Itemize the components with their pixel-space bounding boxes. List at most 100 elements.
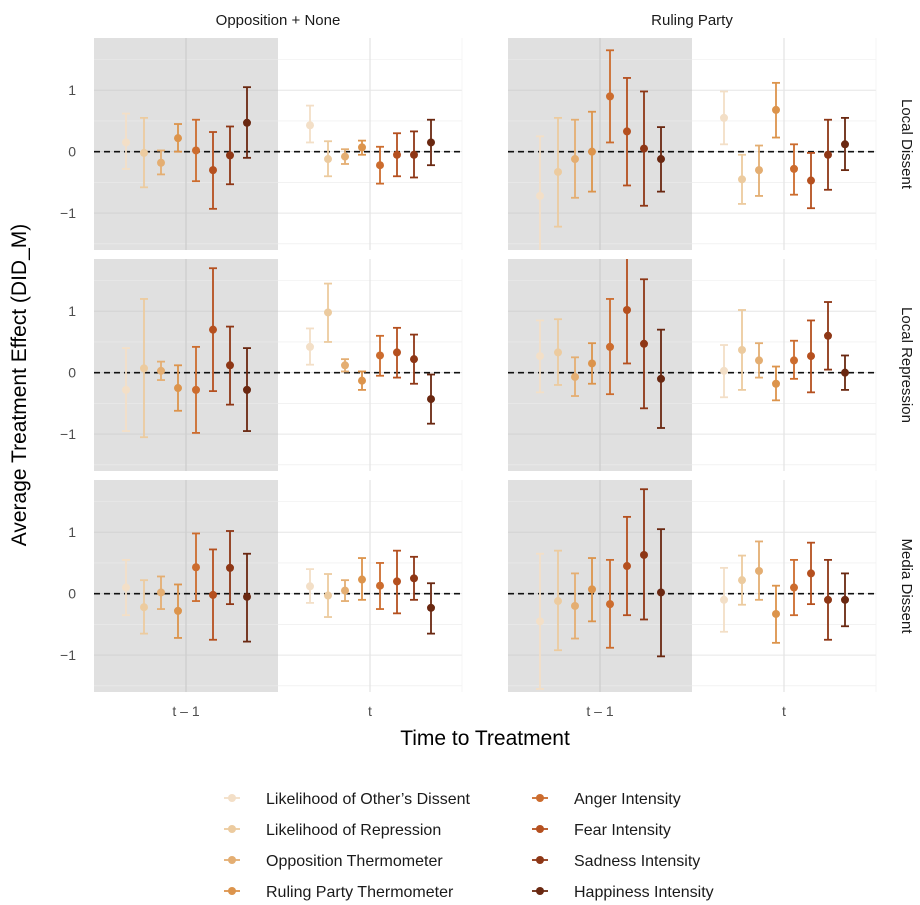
estimate-point	[772, 105, 780, 114]
estimate-point	[306, 342, 314, 351]
y-tick-label: 1	[68, 303, 76, 319]
legend-marker	[228, 825, 236, 833]
y-tick-label: 0	[68, 144, 76, 160]
estimate-point	[571, 155, 579, 164]
estimate-point	[226, 361, 234, 370]
estimate-point	[772, 379, 780, 388]
estimate-point	[174, 606, 182, 615]
legend-item: Happiness Intensity	[532, 884, 714, 901]
estimate-point	[623, 306, 631, 315]
estimate-point	[790, 356, 798, 365]
legend-label: Opposition Thermometer	[266, 853, 443, 870]
legend-label: Anger Intensity	[574, 791, 681, 808]
estimate-point	[536, 352, 544, 361]
estimate-point	[122, 385, 130, 394]
x-tick-label: t – 1	[586, 703, 613, 719]
estimate-point	[140, 603, 148, 612]
estimate-point	[226, 563, 234, 572]
row-facet-label: Media Dissent	[898, 538, 915, 634]
y-tick-label: 0	[68, 586, 76, 602]
estimate-point	[720, 595, 728, 604]
estimate-point	[393, 150, 401, 159]
estimate-point	[841, 595, 849, 604]
y-tick-label: −1	[60, 426, 76, 442]
estimate-point	[790, 164, 798, 173]
legend-marker	[228, 887, 236, 895]
estimate-point	[376, 581, 384, 590]
estimate-point	[588, 147, 596, 156]
legend: Likelihood of Other’s Dissent Likelihood …	[224, 791, 714, 901]
estimate-point	[209, 166, 217, 175]
estimate-point	[554, 348, 562, 357]
estimate-point	[536, 617, 544, 626]
estimate-point	[657, 588, 665, 597]
legend-item: Sadness Intensity	[532, 853, 700, 870]
facet-panel	[508, 38, 877, 250]
estimate-point	[623, 127, 631, 136]
legend-item: Anger Intensity	[532, 791, 681, 808]
estimate-point	[306, 121, 314, 130]
estimate-point	[427, 395, 435, 404]
estimate-point	[192, 563, 200, 572]
legend-marker	[536, 856, 544, 864]
row-facet-label: Local Repression	[898, 307, 915, 423]
y-tick-label: −1	[60, 647, 76, 663]
legend-marker	[536, 794, 544, 802]
estimate-point	[772, 609, 780, 618]
estimate-point	[755, 356, 763, 365]
legend-marker	[228, 794, 236, 802]
estimate-point	[640, 144, 648, 153]
y-tick-label: 0	[68, 365, 76, 381]
y-tick-label: 1	[68, 82, 76, 98]
legend-item: Ruling Party Thermometer	[224, 884, 454, 901]
estimate-point	[341, 361, 349, 370]
estimate-point	[554, 597, 562, 606]
facet-panel	[508, 480, 877, 692]
estimate-point	[157, 588, 165, 597]
estimate-point	[358, 376, 366, 385]
legend-label: Ruling Party Thermometer	[266, 884, 454, 901]
estimate-point	[410, 574, 418, 583]
x-axis-title: Time to Treatment	[400, 727, 570, 750]
facet-panel	[94, 480, 463, 692]
facet-panel	[94, 259, 463, 471]
estimate-point	[807, 176, 815, 185]
facet-panel	[508, 259, 877, 471]
panels-layer: Opposition + None Ruling Party Local Disse…	[60, 12, 915, 719]
estimate-point	[122, 583, 130, 592]
column-facet-label: Ruling Party	[651, 12, 733, 29]
estimate-point	[755, 166, 763, 175]
estimate-point	[657, 155, 665, 164]
estimate-point	[341, 152, 349, 161]
estimate-point	[140, 364, 148, 373]
column-facet-label: Opposition + None	[216, 12, 341, 29]
row-facet-label: Local Dissent	[898, 99, 915, 190]
estimate-point	[606, 342, 614, 351]
estimate-point	[209, 325, 217, 334]
estimate-point	[427, 603, 435, 612]
y-tick-label: −1	[60, 205, 76, 221]
estimate-point	[358, 575, 366, 584]
estimate-point	[122, 138, 130, 147]
legend-marker	[228, 856, 236, 864]
legend-marker	[536, 887, 544, 895]
estimate-point	[790, 583, 798, 592]
estimate-point	[376, 161, 384, 170]
estimate-point	[824, 595, 832, 604]
estimate-point	[174, 134, 182, 143]
legend-item: Likelihood of Repression	[224, 822, 441, 839]
estimate-point	[571, 601, 579, 610]
estimate-point	[192, 385, 200, 394]
estimate-point	[226, 151, 234, 160]
legend-label: Likelihood of Repression	[266, 822, 441, 839]
estimate-point	[324, 591, 332, 600]
estimate-point	[358, 143, 366, 152]
legend-label: Sadness Intensity	[574, 853, 700, 870]
estimate-point	[588, 359, 596, 368]
estimate-point	[243, 385, 251, 394]
estimate-point	[588, 585, 596, 594]
x-tick-label: t	[368, 703, 372, 719]
estimate-point	[536, 191, 544, 200]
estimate-point	[174, 384, 182, 393]
